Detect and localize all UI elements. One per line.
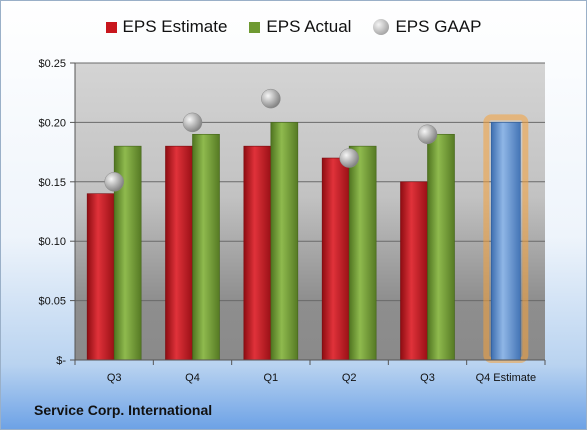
y-tick-label: $0.15 xyxy=(38,177,66,189)
marker-eps-gaap xyxy=(182,112,203,133)
marker-eps-gaap xyxy=(104,172,124,192)
x-tick-label: Q4 xyxy=(185,372,200,384)
bar-eps-estimate xyxy=(400,181,428,361)
bar-eps-estimate xyxy=(243,145,272,361)
legend-label-actual: EPS Actual xyxy=(266,17,352,36)
y-tick-label: $0.25 xyxy=(38,58,66,70)
x-tick-label: Q3 xyxy=(107,372,122,384)
chart-legend: EPS Estimate EPS Actual EPS GAAP xyxy=(1,17,586,37)
bar-eps-estimate xyxy=(165,145,193,361)
marker-eps-gaap xyxy=(417,124,438,145)
legend-swatch-actual xyxy=(249,21,261,33)
legend-item-gaap: EPS GAAP xyxy=(373,17,481,37)
company-name: Service Corp. International xyxy=(34,402,213,418)
bar-eps-estimate xyxy=(321,157,350,361)
x-tick-label: Q1 xyxy=(263,372,278,384)
legend-label-gaap: EPS GAAP xyxy=(395,17,482,36)
bar-eps-actual xyxy=(192,133,220,361)
legend-swatch-estimate xyxy=(105,21,117,33)
legend-item-estimate: EPS Estimate xyxy=(105,17,228,37)
eps-chart: $- $0.05 $0.10 $0.15 $0.20 $0.25 Q3 Q4 Q1 Q2 Q3 Q4… xyxy=(38,58,546,384)
x-tick-label: Q4 Estimate xyxy=(476,372,537,384)
legend-item-actual: EPS Actual xyxy=(249,17,351,37)
x-tick-label: Q2 xyxy=(342,372,357,384)
bar-eps-estimate-projection xyxy=(491,122,521,361)
bar-eps-actual xyxy=(427,133,455,361)
bar-eps-actual xyxy=(348,145,377,361)
plot-area xyxy=(75,63,545,360)
bar-eps-estimate xyxy=(86,193,115,361)
y-tick-label: $- xyxy=(56,355,66,367)
legend-swatch-gaap xyxy=(373,19,390,35)
legend-label-estimate: EPS Estimate xyxy=(122,17,228,36)
y-tick-label: $0.10 xyxy=(38,236,66,248)
x-tick-label: Q3 xyxy=(420,372,435,384)
y-tick-label: $0.05 xyxy=(38,296,66,308)
y-tick-label: $0.20 xyxy=(38,117,66,129)
bar-eps-actual xyxy=(270,122,299,361)
marker-eps-gaap xyxy=(261,88,281,109)
marker-eps-gaap xyxy=(339,148,359,168)
